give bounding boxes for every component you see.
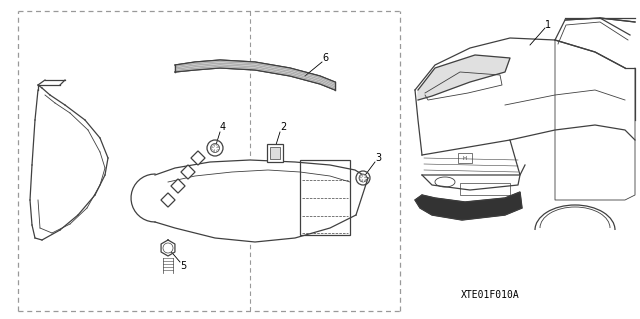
Text: XTE01F010A: XTE01F010A <box>461 290 520 300</box>
Bar <box>300 160 350 235</box>
Bar <box>161 193 175 207</box>
Circle shape <box>163 243 173 253</box>
Polygon shape <box>175 60 335 90</box>
Polygon shape <box>415 192 522 220</box>
Text: 6: 6 <box>322 53 328 63</box>
Bar <box>267 144 283 162</box>
Bar <box>270 147 280 159</box>
Text: 1: 1 <box>545 20 551 30</box>
Circle shape <box>359 174 367 182</box>
Bar <box>191 151 205 165</box>
Polygon shape <box>418 55 510 100</box>
Text: 4: 4 <box>220 122 226 132</box>
Text: 3: 3 <box>375 153 381 163</box>
Bar <box>181 165 195 179</box>
Circle shape <box>211 144 220 152</box>
Bar <box>171 179 185 193</box>
Text: 5: 5 <box>180 261 186 271</box>
Bar <box>458 153 472 163</box>
Polygon shape <box>155 160 368 242</box>
Bar <box>460 183 510 195</box>
Text: 2: 2 <box>280 122 286 132</box>
Text: H: H <box>463 155 467 160</box>
